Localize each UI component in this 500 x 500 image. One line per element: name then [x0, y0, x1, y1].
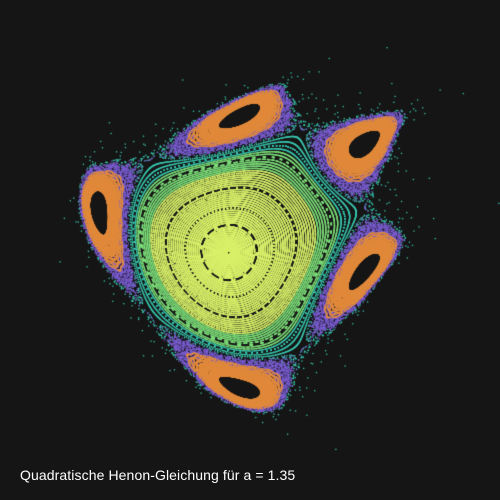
- figure-caption: Quadratische Henon-Gleichung für a = 1.3…: [20, 467, 296, 483]
